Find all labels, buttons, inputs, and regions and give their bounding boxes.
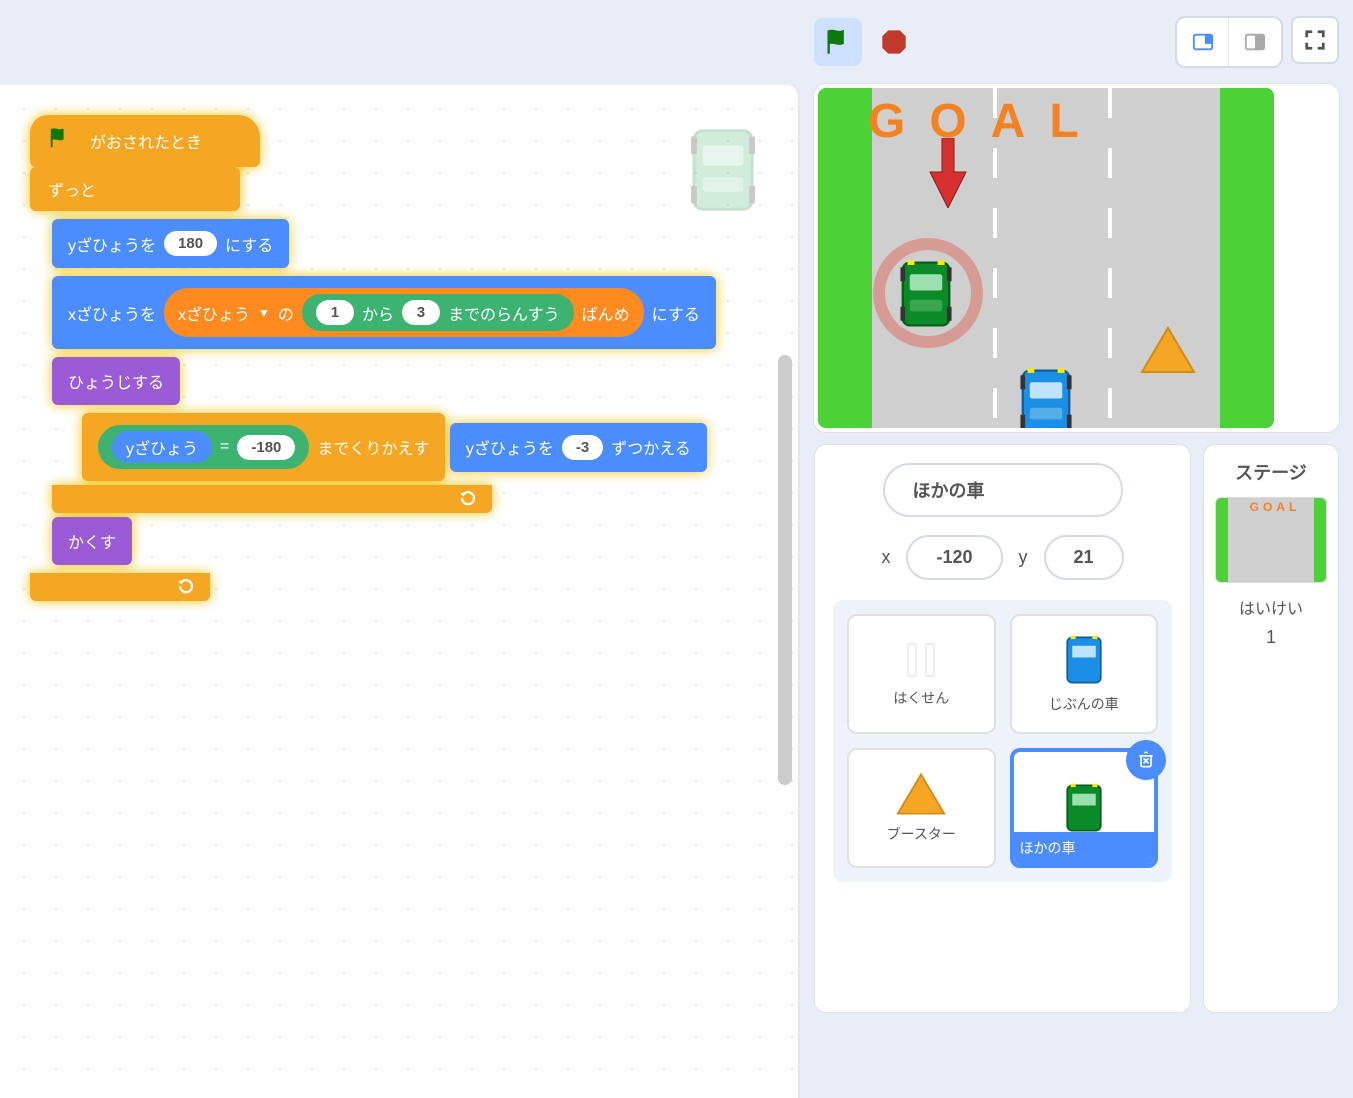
run-controls [814, 18, 918, 66]
sprite-coords: x -120 y 21 [833, 535, 1172, 580]
app-root: がおされたとき ずっと yざひょうを 180 にする xざひょうを [0, 0, 1353, 1013]
fullscreen-icon [1304, 29, 1326, 51]
sprite-player-car[interactable] [1018, 366, 1074, 428]
sprite-list: はくせん じぶんの車 ブースター ほ [833, 600, 1172, 882]
rand-suffix: までのらんすう [448, 301, 560, 325]
hide-block[interactable]: かくす [52, 517, 132, 565]
arrow-indicator [928, 138, 968, 208]
sprite-other-car[interactable] [898, 258, 954, 335]
set-y-value[interactable]: 180 [164, 231, 217, 256]
rand-to[interactable]: 3 [402, 300, 440, 325]
forever-foot [30, 573, 210, 601]
sprite-booster[interactable] [1140, 326, 1196, 374]
hat-when-flag-clicked[interactable]: がおされたとき [30, 115, 260, 167]
triangle-icon [896, 772, 946, 816]
change-y-block[interactable]: yざひょうを -3 ずつかえる [450, 423, 707, 472]
forever-block[interactable]: ずっと [30, 167, 240, 211]
sprite-tile-booster[interactable]: ブースター [847, 748, 996, 868]
change-y-prefix: yざひょうを [466, 435, 554, 459]
large-stage-icon [1244, 31, 1266, 53]
sprite-label: はくせん [893, 688, 949, 708]
green-flag-icon [824, 28, 852, 56]
green-flag-button[interactable] [814, 18, 862, 66]
code-area: がおされたとき ずっと yざひょうを 180 にする xざひょうを [0, 85, 800, 1098]
rand-mid: から [362, 301, 394, 325]
sprite-info-panel: ほかの車 x -120 y 21 はくせん じぶんの車 [814, 444, 1191, 1013]
y-value-input[interactable]: 21 [1044, 535, 1124, 580]
small-stage-button[interactable] [1177, 18, 1229, 66]
sprite-tile-other-car[interactable]: ほかの車 [1010, 748, 1159, 868]
stage-panel: ステージ GOAL はいけい 1 [1203, 444, 1339, 1013]
stop-button[interactable] [870, 18, 918, 66]
y-var-reporter[interactable]: yざひょう [112, 431, 212, 463]
small-stage-icon [1192, 31, 1214, 53]
sprite-tile-player-car[interactable]: じぶんの車 [1010, 614, 1159, 734]
view-controls [1175, 16, 1339, 68]
stage-container: GOAL [814, 84, 1339, 432]
sprite-label: じぶんの車 [1049, 694, 1119, 714]
stage-panel-title: ステージ [1214, 459, 1328, 485]
random-reporter[interactable]: 1 から 3 までのらんすう [302, 294, 574, 331]
trash-icon [1136, 750, 1156, 770]
thumb-goal-text: GOAL [1230, 500, 1320, 514]
forever-label: ずっと [30, 167, 240, 211]
repeat-until-head[interactable]: yざひょう = -180 までくりかえす [82, 413, 445, 481]
hide-label: かくす [68, 529, 116, 553]
dropdown-chevron-icon[interactable]: ▼ [258, 306, 270, 320]
vertical-scrollbar[interactable] [778, 355, 792, 785]
reporter-no: の [278, 301, 294, 325]
loop-arrow-icon [458, 489, 478, 507]
sprite-label: ブースター [887, 824, 956, 844]
equals-op: = [220, 438, 229, 456]
hat-label: がおされたとき [90, 135, 202, 152]
set-x-suffix: にする [652, 301, 700, 325]
set-x-prefix: xざひょうを [68, 301, 156, 325]
stage[interactable]: GOAL [818, 88, 1274, 428]
large-stage-button[interactable] [1229, 18, 1281, 66]
x-label: x [881, 547, 890, 568]
y-label: y [1019, 547, 1028, 568]
show-label: ひょうじする [68, 369, 164, 393]
script-canvas[interactable]: がおされたとき ずっと yざひょうを 180 にする xざひょうを [0, 85, 798, 631]
stop-icon [880, 28, 908, 56]
block-stack[interactable]: がおされたとき ずっと yざひょうを 180 にする xざひょうを [30, 115, 768, 601]
show-block[interactable]: ひょうじする [52, 357, 180, 405]
sprite-name-input[interactable]: ほかの車 [883, 463, 1123, 517]
sprite-label: ほかの車 [1014, 832, 1155, 864]
repeat-until-foot [52, 485, 492, 513]
equals-reporter[interactable]: yざひょう = -180 [98, 425, 309, 469]
stage-size-toggle [1175, 16, 1283, 68]
lower-panels: ほかの車 x -120 y 21 はくせん じぶんの車 [814, 444, 1339, 1013]
change-y-suffix: ずつかえる [611, 435, 691, 459]
change-y-value[interactable]: -3 [562, 435, 603, 460]
car-green-icon [1063, 782, 1105, 834]
backdrop-count: 1 [1214, 627, 1328, 648]
list-item-reporter[interactable]: xざひょう ▼ の 1 から 3 までのらんすう ばんめ [164, 288, 644, 337]
car-blue-icon [1063, 634, 1105, 686]
set-y-block[interactable]: yざひょうを 180 にする [52, 219, 289, 268]
sprite-tile-lines[interactable]: はくせん [847, 614, 996, 734]
grass-left [818, 88, 872, 428]
stage-header-controls [814, 12, 1339, 72]
reporter-banme: ばんめ [582, 301, 630, 325]
stage-thumbnail[interactable]: GOAL [1215, 497, 1327, 583]
list-name: xざひょう [178, 301, 250, 325]
x-value-input[interactable]: -120 [906, 535, 1002, 580]
delete-sprite-button[interactable] [1126, 740, 1166, 780]
right-column: GOAL ほかの車 x -120 [800, 0, 1353, 1013]
set-y-prefix: yざひょうを [68, 232, 156, 256]
lines-icon [896, 640, 946, 680]
loop-arrow-icon [176, 577, 196, 595]
repeat-until-block[interactable]: yざひょう = -180 までくりかえす yざひょうを -3 ずつかえる [52, 409, 768, 513]
repeat-until-suffix: までくりかえす [317, 435, 429, 459]
set-y-suffix: にする [225, 232, 273, 256]
rand-from[interactable]: 1 [316, 300, 354, 325]
fullscreen-button[interactable] [1291, 16, 1339, 64]
set-x-block[interactable]: xざひょうを xざひょう ▼ の 1 から 3 までのらんすう ばんめ [52, 276, 716, 349]
green-flag-icon [48, 127, 70, 149]
equals-value[interactable]: -180 [237, 435, 295, 460]
backdrop-label: はいけい [1214, 595, 1328, 619]
